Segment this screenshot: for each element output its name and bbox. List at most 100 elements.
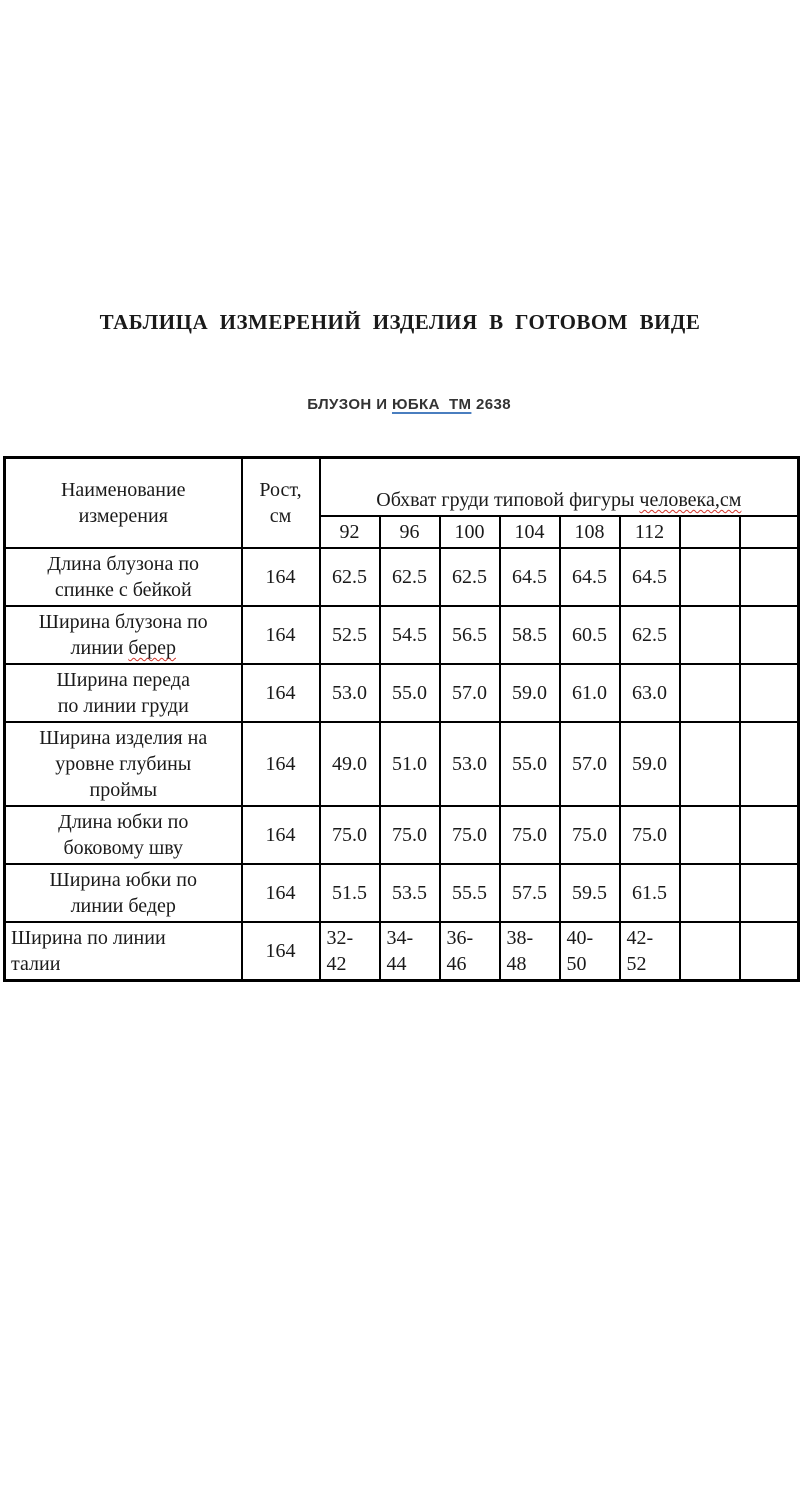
value-cell: 57.5	[498, 863, 561, 923]
size-column-header: 100	[438, 515, 501, 549]
column-header-chest-span: Обхват груди типовой фигуры человека,см	[318, 456, 800, 517]
empty-value-cell	[678, 863, 741, 923]
height-cell: 164	[240, 605, 321, 665]
empty-value-cell	[738, 721, 800, 807]
value-cell: 40- 50	[558, 921, 621, 982]
measurement-name-cell: Длина юбки по боковому шву	[3, 805, 243, 865]
value-cell: 64.5	[498, 547, 561, 607]
value-cell: 60.5	[558, 605, 621, 665]
value-cell: 51.0	[378, 721, 441, 807]
value-cell: 32- 42	[318, 921, 381, 982]
value-cell: 57.0	[438, 663, 501, 723]
value-cell: 36- 46	[438, 921, 501, 982]
chest-header-misspelled-text: человека,см	[639, 489, 742, 511]
empty-value-cell	[678, 805, 741, 865]
value-cell: 64.5	[618, 547, 681, 607]
value-cell: 62.5	[438, 547, 501, 607]
value-cell: 75.0	[438, 805, 501, 865]
height-cell: 164	[240, 805, 321, 865]
value-cell: 34- 44	[378, 921, 441, 982]
value-cell: 56.5	[438, 605, 501, 665]
value-cell: 64.5	[558, 547, 621, 607]
value-cell: 75.0	[378, 805, 441, 865]
empty-value-cell	[678, 605, 741, 665]
subtitle-text-prefix: БЛУЗОН И	[307, 396, 392, 413]
measurement-name-cell: Ширина по линии талии	[3, 921, 243, 982]
empty-column-header	[738, 515, 800, 549]
empty-value-cell	[738, 547, 800, 607]
value-cell: 75.0	[558, 805, 621, 865]
empty-value-cell	[678, 663, 741, 723]
height-cell: 164	[240, 547, 321, 607]
height-cell: 164	[240, 721, 321, 807]
value-cell: 59.0	[618, 721, 681, 807]
value-cell: 52.5	[318, 605, 381, 665]
value-cell: 75.0	[498, 805, 561, 865]
value-cell: 75.0	[318, 805, 381, 865]
table-row: Ширина блузона по линии берер 164 52.5 54.5…	[3, 605, 800, 665]
empty-value-cell	[738, 805, 800, 865]
column-header-height: Рост, см	[240, 456, 321, 549]
value-cell: 61.5	[618, 863, 681, 923]
measurement-name-cell: Ширина юбки по линии бедер	[3, 863, 243, 923]
value-cell: 59.0	[498, 663, 561, 723]
value-cell: 53.0	[438, 721, 501, 807]
height-cell: 164	[240, 863, 321, 923]
size-column-header: 112	[618, 515, 681, 549]
value-cell: 49.0	[318, 721, 381, 807]
value-cell: 53.5	[378, 863, 441, 923]
measurement-name-cell: Длина блузона по спинке с бейкой	[3, 547, 243, 607]
value-cell: 54.5	[378, 605, 441, 665]
table-row: Длина блузона по спинке с бейкой 164 62.5 6…	[3, 547, 800, 607]
empty-value-cell	[678, 547, 741, 607]
empty-value-cell	[738, 605, 800, 665]
value-cell: 61.0	[558, 663, 621, 723]
value-cell: 51.5	[318, 863, 381, 923]
value-cell: 59.5	[558, 863, 621, 923]
document-subtitle: БЛУЗОН И ЮБКА ТМ 2638	[0, 379, 800, 430]
value-cell: 62.5	[618, 605, 681, 665]
value-cell: 55.0	[498, 721, 561, 807]
measurement-name-cell: Ширина изделия на уровне глубины проймы	[3, 721, 243, 807]
document-page: ТАБЛИЦА ИЗМЕРЕНИЙ ИЗДЕЛИЯ В ГОТОВОМ ВИДЕ…	[0, 310, 800, 982]
value-cell: 75.0	[618, 805, 681, 865]
chest-header-text: Обхват груди типовой фигуры	[376, 489, 640, 511]
value-cell: 62.5	[318, 547, 381, 607]
value-cell: 38- 48	[498, 921, 561, 982]
empty-value-cell	[678, 721, 741, 807]
value-cell: 55.5	[438, 863, 501, 923]
table-body: Длина блузона по спинке с бейкой 164 62.5 6…	[3, 547, 800, 982]
size-column-header: 92	[318, 515, 381, 549]
misspelled-text: берер	[128, 637, 176, 659]
size-column-header: 104	[498, 515, 561, 549]
table-row: Ширина юбки по линии бедер 164 51.5 53.5 55.…	[3, 863, 800, 923]
empty-value-cell	[738, 921, 800, 982]
table-header-row-sizes: 92 96 100 104 108 112	[5, 515, 800, 549]
height-cell: 164	[240, 921, 321, 982]
value-cell: 62.5	[378, 547, 441, 607]
empty-value-cell	[738, 663, 800, 723]
value-cell: 53.0	[318, 663, 381, 723]
height-cell: 164	[240, 663, 321, 723]
value-cell: 57.0	[558, 721, 621, 807]
measurement-name-cell: Ширина блузона по линии берер	[3, 605, 243, 665]
empty-value-cell	[678, 921, 741, 982]
value-cell: 42- 52	[618, 921, 681, 982]
value-cell: 63.0	[618, 663, 681, 723]
size-column-header: 96	[378, 515, 441, 549]
empty-value-cell	[738, 863, 800, 923]
subtitle-text-suffix: 2638	[471, 396, 511, 413]
table-row: Ширина изделия на уровне глубины проймы 1…	[3, 721, 800, 807]
table-row: Длина юбки по боковому шву 164 75.0 75.0 75.…	[3, 805, 800, 865]
empty-column-header	[678, 515, 741, 549]
table-row: Ширина переда по линии груди 164 53.0 55.0 5…	[3, 663, 800, 723]
column-header-measurement-name: Наименование измерения	[3, 456, 243, 549]
measurement-name-cell: Ширина переда по линии груди	[3, 663, 243, 723]
document-title: ТАБЛИЦА ИЗМЕРЕНИЙ ИЗДЕЛИЯ В ГОТОВОМ ВИДЕ	[99, 310, 701, 334]
value-cell: 58.5	[498, 605, 561, 665]
measurements-table: Наименование измерения Рост, см Обхват г…	[3, 456, 800, 982]
table-header-row-1: Наименование измерения Рост, см Обхват г…	[3, 456, 800, 549]
size-column-header: 108	[558, 515, 621, 549]
subtitle-underlined-text: ЮБКА ТМ	[391, 396, 472, 413]
value-cell: 55.0	[378, 663, 441, 723]
